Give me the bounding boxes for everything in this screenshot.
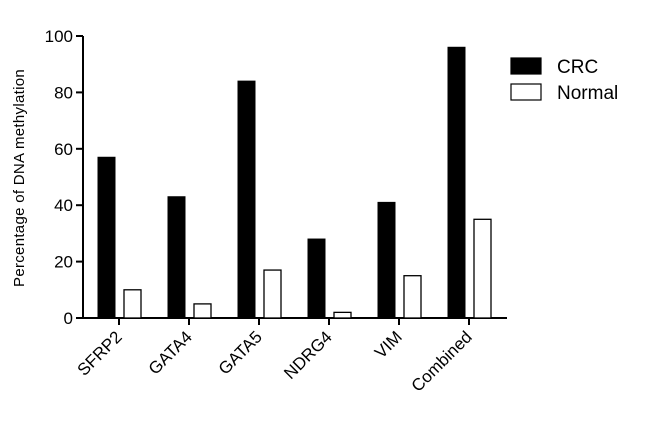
y-tick-label: 40 — [54, 196, 73, 215]
y-tick-label: 60 — [54, 140, 73, 159]
bar-crc-sfrp2 — [97, 156, 116, 319]
bar-normal-combined — [473, 218, 492, 319]
x-tick-label: SFRP2 — [74, 327, 126, 379]
x-tick-label: Combined — [408, 327, 476, 395]
y-tick-label: 100 — [45, 27, 73, 46]
bar-normal-ndrg4 — [333, 311, 352, 319]
legend: CRC Normal — [510, 57, 618, 104]
bar-normal-gata5 — [263, 269, 282, 319]
y-tick-label: 80 — [54, 83, 73, 102]
bar-crc-gata5 — [237, 80, 256, 319]
y-tick-label: 0 — [64, 309, 73, 328]
bar-crc-vim — [377, 201, 396, 319]
bar-normal-vim — [403, 275, 422, 319]
bar-normal-gata4 — [193, 303, 212, 319]
bar-crc-combined — [447, 46, 466, 319]
legend-label-crc: CRC — [557, 57, 598, 78]
legend-swatch-crc — [510, 57, 542, 75]
x-tick-label: VIM — [371, 327, 406, 362]
y-tick-label: 20 — [54, 253, 73, 272]
bar-crc-ndrg4 — [307, 238, 326, 319]
y-axis-label: Percentage of DNA methylation — [11, 69, 28, 287]
y-axis: 0 20 40 60 80 100 — [45, 27, 84, 328]
bars — [97, 46, 492, 319]
legend-label-normal: Normal — [557, 83, 618, 104]
bar-crc-gata4 — [167, 196, 186, 319]
x-tick-label: GATA5 — [215, 327, 266, 378]
x-tick-label: GATA4 — [145, 327, 196, 378]
x-tick-label: NDRG4 — [280, 327, 336, 383]
bar-normal-sfrp2 — [123, 289, 142, 319]
legend-swatch-normal — [510, 83, 542, 101]
x-axis: SFRP2 GATA4 GATA5 NDRG4 VIM Combined — [74, 317, 507, 396]
